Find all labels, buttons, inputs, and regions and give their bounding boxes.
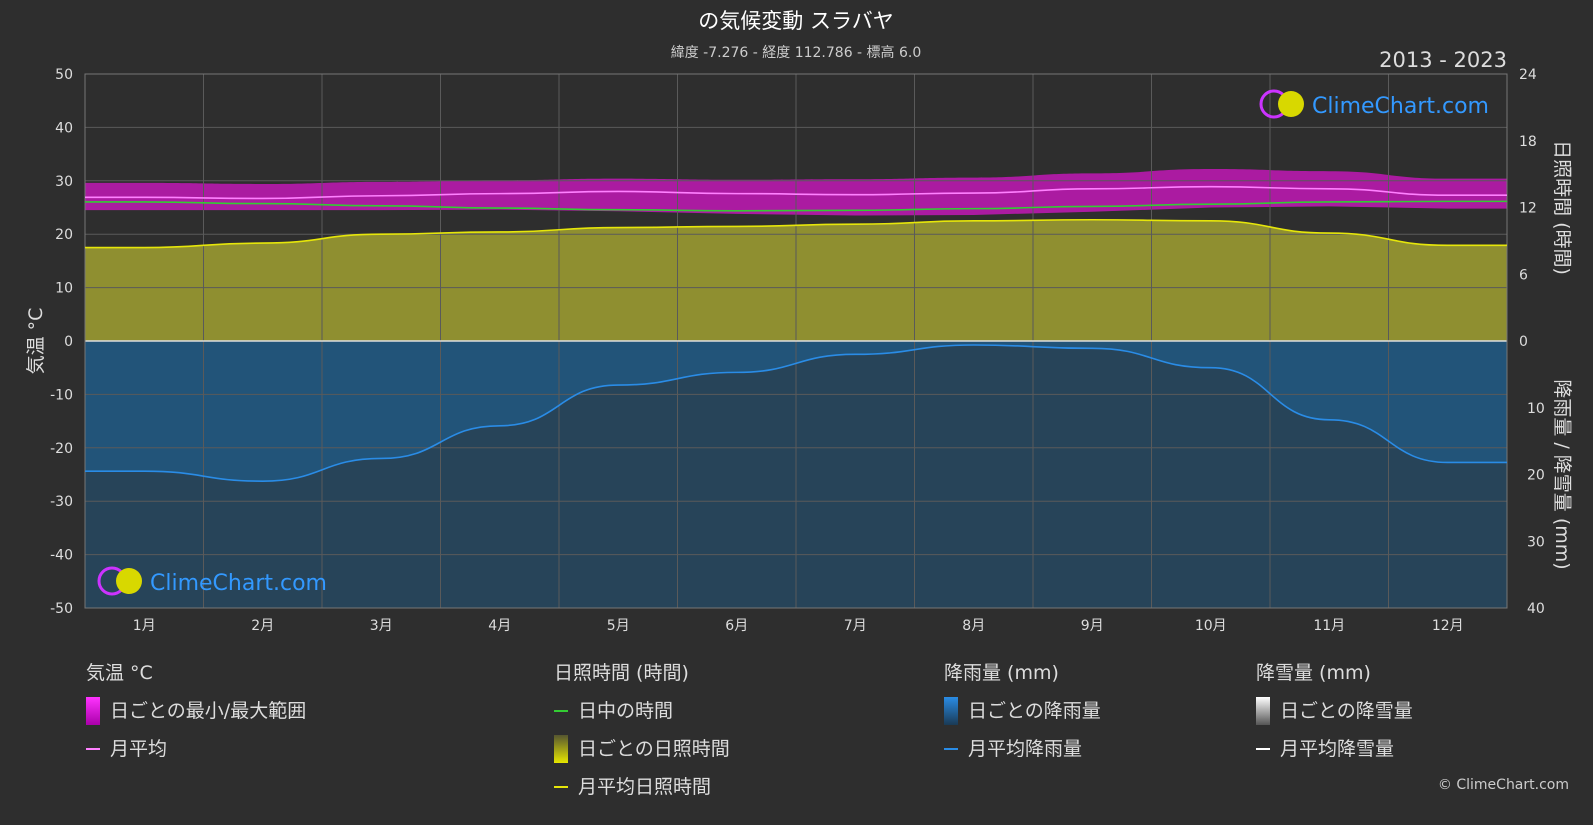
legend-item: 日中の時間	[554, 698, 730, 724]
legend-item: 月平均	[86, 736, 306, 762]
y-left-tick-label: -40	[50, 548, 73, 564]
rain-avg-swatch	[944, 748, 958, 750]
legend-temp: 気温 °C 日ごとの最小/最大範囲 月平均	[86, 660, 306, 774]
x-tick-label: 5月	[607, 618, 630, 634]
y-left-tick-label: 50	[55, 67, 73, 83]
legend-rain-title: 降雨量 (mm)	[944, 662, 1059, 684]
y-left-tick-label: -10	[50, 387, 73, 403]
plot-border	[84, 73, 1508, 609]
chart-title: の気候変動 スラバヤ	[698, 9, 893, 33]
y-left-tick-label: 20	[55, 227, 73, 243]
legend-temp-title: 気温 °C	[86, 662, 153, 684]
legend-item: 月平均降雨量	[944, 736, 1101, 762]
y-left-tick-label: 40	[55, 120, 73, 136]
x-tick-label: 11月	[1313, 618, 1345, 634]
y-left-tick-label: 10	[55, 281, 73, 297]
y-left-tick-label: -50	[50, 601, 73, 617]
x-tick-label: 12月	[1432, 618, 1464, 634]
y-right-bottom-tick-label: 10	[1527, 401, 1545, 417]
temp-avg-swatch	[86, 748, 100, 750]
chart-subtitle: 緯度 -7.276 - 経度 112.786 - 標高 6.0	[671, 44, 922, 61]
logo-sun-icon	[1278, 91, 1304, 117]
x-tick-label: 1月	[133, 618, 156, 634]
watermark-logo-bottom: ClimeChart.com	[97, 566, 327, 596]
legend-item: 月平均日照時間	[554, 774, 730, 800]
x-tick-label: 7月	[844, 618, 867, 634]
daylight-line	[85, 200, 1507, 212]
period-label: 2013 - 2023	[1379, 48, 1507, 72]
legend-snow-title: 降雪量 (mm)	[1256, 662, 1371, 684]
legend-item-label: 月平均日照時間	[578, 776, 712, 798]
y-right-top-tick-label: 6	[1519, 267, 1528, 283]
legend-sun-title: 日照時間 (時間)	[554, 662, 689, 684]
y-left-tick-label: 30	[55, 174, 73, 190]
watermark-text-bottom: ClimeChart.com	[150, 571, 327, 596]
y-right-top-tick-label: 0	[1519, 334, 1528, 350]
climate-chart: の気候変動 スラバヤ 緯度 -7.276 - 経度 112.786 - 標高 6…	[25, 9, 1573, 634]
daylight-swatch	[554, 710, 568, 712]
y-right-bottom-tick-label: 20	[1527, 468, 1545, 484]
rain-daily-swatch	[944, 697, 958, 725]
y-right-bottom-axis-label: 降雨量 / 降雪量 (mm)	[1551, 379, 1573, 569]
legend-item: 日ごとの日照時間	[554, 735, 730, 763]
legend-item-label: 日ごとの降雨量	[968, 700, 1101, 722]
x-tick-label: 8月	[962, 618, 985, 634]
legend-item: 月平均降雪量	[1256, 736, 1413, 762]
marks	[84, 185, 1507, 482]
x-tick-label: 2月	[251, 618, 274, 634]
watermark-text-top: ClimeChart.com	[1312, 94, 1489, 119]
legend-item-label: 月平均降雨量	[968, 738, 1083, 760]
watermark-logo-top: ClimeChart.com	[1259, 89, 1489, 119]
legend-item-label: 日中の時間	[578, 700, 674, 722]
y-right-bottom-tick-label: 40	[1527, 601, 1545, 617]
x-tick-label: 6月	[725, 618, 748, 634]
logo-sun-icon	[116, 568, 142, 594]
y-left-tick-label: -30	[50, 494, 73, 510]
x-tick-label: 3月	[370, 618, 393, 634]
legend-item-label: 日ごとの降雪量	[1280, 700, 1413, 722]
y-right-top-tick-label: 12	[1519, 201, 1537, 217]
y-right-top-tick-label: 18	[1519, 134, 1537, 150]
temp-range-swatch	[86, 697, 100, 725]
sunshine-avg-swatch	[554, 786, 568, 788]
copyright: © ClimeChart.com	[1437, 777, 1569, 793]
legend-rain: 降雨量 (mm) 日ごとの降雨量 月平均降雨量	[944, 660, 1101, 774]
legend-item-label: 日ごとの日照時間	[578, 738, 730, 760]
legend-snow: 降雪量 (mm) 日ごとの降雪量 月平均降雪量	[1256, 660, 1413, 774]
legend-item-label: 月平均	[110, 738, 168, 760]
snow-daily-swatch	[1256, 697, 1270, 725]
y-right-bottom-tick-label: 30	[1527, 534, 1545, 550]
temp-avg-line	[85, 185, 1507, 200]
x-tick-label: 9月	[1081, 618, 1104, 634]
legend-item: 日ごとの最小/最大範囲	[86, 697, 307, 725]
legend-item: 日ごとの降雪量	[1256, 697, 1413, 725]
y-right-top-axis-label: 日照時間 (時間)	[1551, 140, 1573, 275]
y-right-top-tick-label: 24	[1519, 67, 1537, 83]
legend-sun: 日照時間 (時間) 日中の時間 日ごとの日照時間 月平均日照時間	[554, 660, 730, 812]
y-left-axis-label: 気温 °C	[25, 308, 47, 375]
sunshine-daily-swatch	[554, 735, 568, 763]
y-left-tick-label: -20	[50, 441, 73, 457]
snow-avg-swatch	[1256, 748, 1270, 750]
sunshine-avg-line	[84, 218, 1507, 249]
x-tick-label: 10月	[1195, 618, 1227, 634]
y-left-tick-label: 0	[64, 334, 73, 350]
legend-item: 日ごとの降雨量	[944, 697, 1101, 725]
x-tick-label: 4月	[488, 618, 511, 634]
legend-item-label: 月平均降雪量	[1280, 738, 1395, 760]
axes: 50 40 30 20 10 0 -10 -20 -30 -40 -50 24 18 12 6 0 10 20 30…	[25, 67, 1573, 634]
legend-item-label: 日ごとの最小/最大範囲	[110, 700, 307, 722]
rain-avg-line	[85, 344, 1507, 482]
